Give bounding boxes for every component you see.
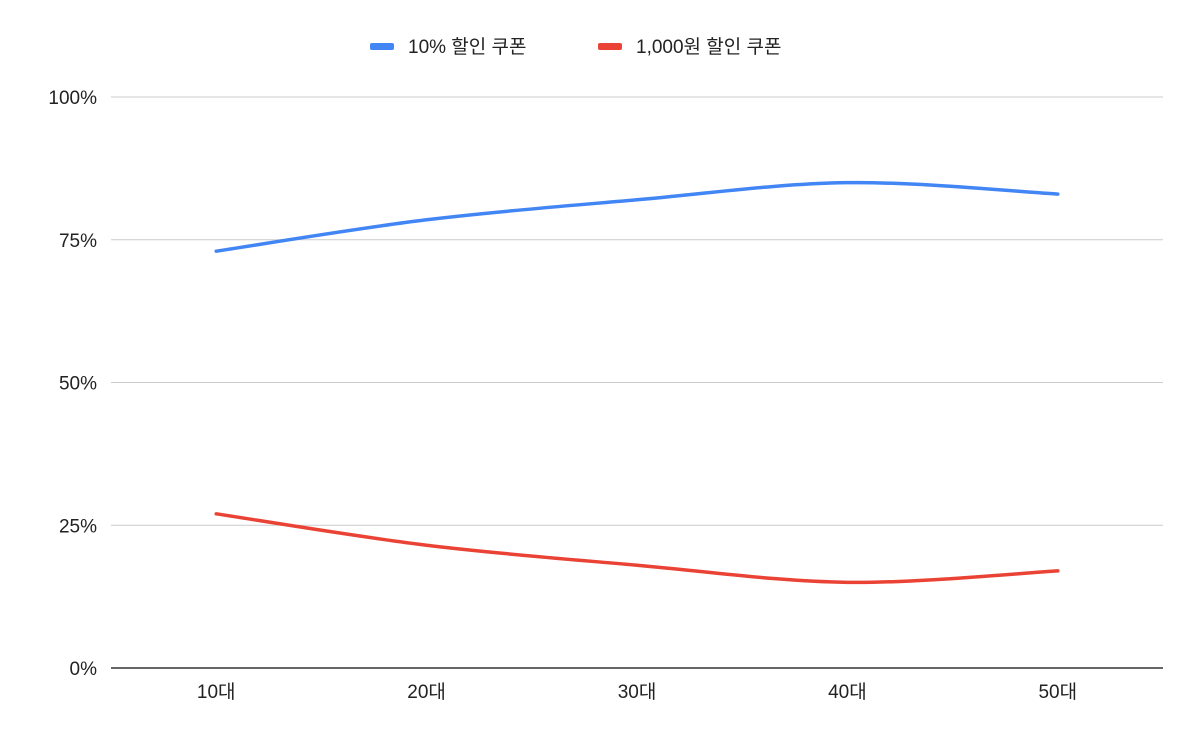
series-line [214,180,1060,253]
series-lines [214,180,1060,585]
gridlines [111,96,1163,669]
y-axis-ticks: 0% 25% 50% 75% 100% [48,88,97,680]
legend-label: 1,000원 할인 쿠폰 [636,36,782,58]
legend: 10% 할인 쿠폰 1,000원 할인 쿠폰 [370,36,782,58]
legend-label: 10% 할인 쿠폰 [408,36,527,58]
legend-swatch [370,43,394,50]
x-tick-label: 20대 [407,681,446,703]
series-line [214,512,1060,585]
x-axis-ticks: 10대 20대 30대 40대 50대 [197,681,1077,703]
y-tick-label: 25% [59,516,97,537]
y-tick-label: 50% [59,374,97,395]
x-tick-label: 30대 [618,681,657,703]
x-tick-label: 50대 [1038,681,1077,703]
x-tick-label: 10대 [197,681,236,703]
y-tick-label: 0% [70,659,98,680]
x-tick-label: 40대 [828,681,867,703]
legend-swatch [598,43,622,50]
y-tick-label: 100% [48,88,97,109]
y-tick-label: 75% [59,231,97,252]
